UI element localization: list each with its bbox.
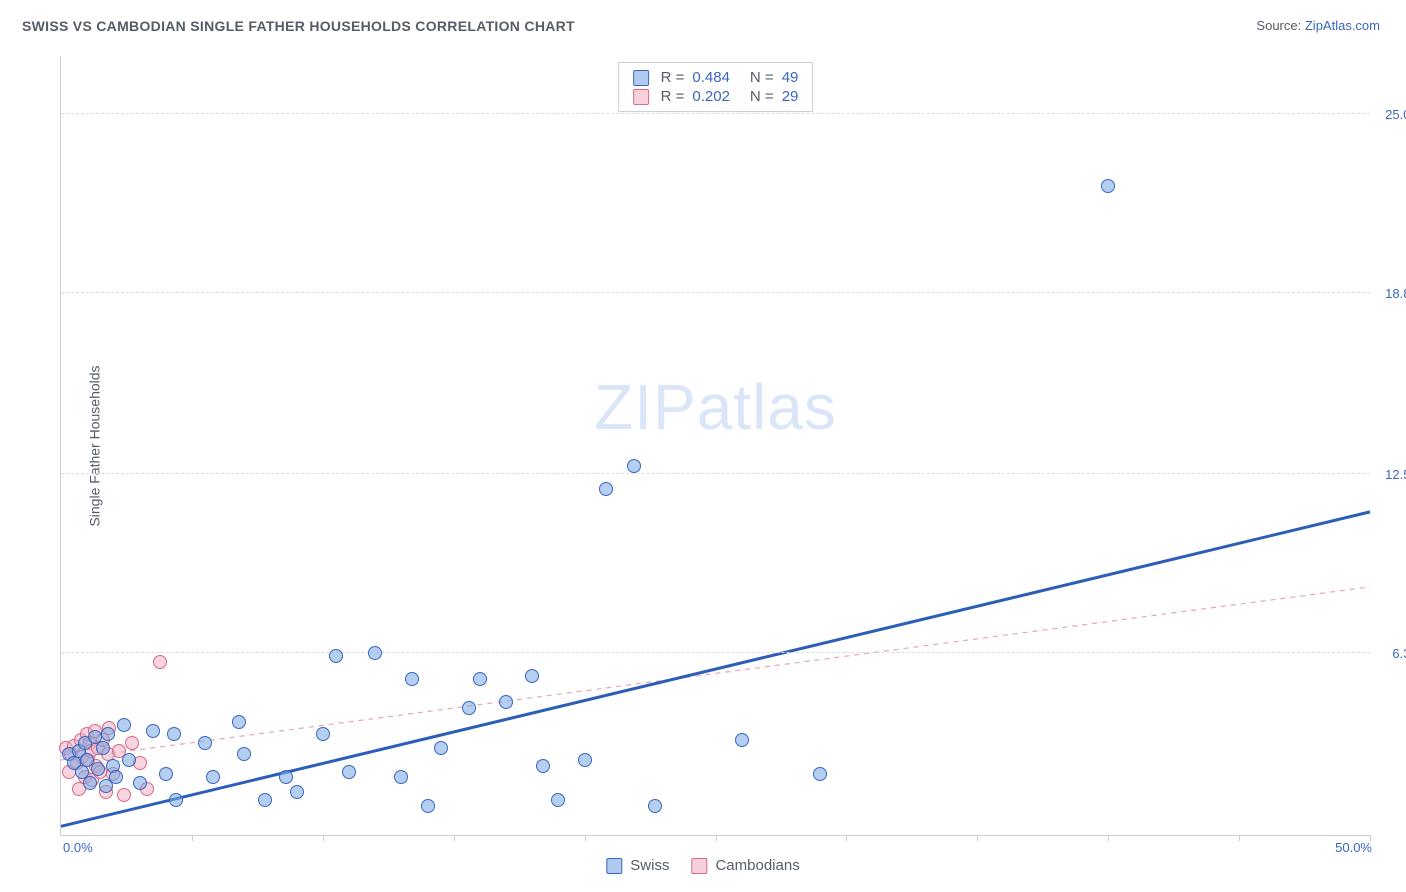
swatch-blue-icon [633,70,649,86]
data-point-swiss[interactable] [258,793,272,807]
x-max-label: 50.0% [1335,840,1372,855]
swatch-blue-icon [606,858,622,874]
data-point-swiss[interactable] [133,776,147,790]
data-point-cambodians[interactable] [153,655,167,669]
gridline-vertical [1239,835,1240,841]
swiss-r-value: 0.484 [692,69,730,86]
data-point-swiss[interactable] [232,715,246,729]
r-label: R = [661,69,685,86]
r-label: R = [661,88,685,105]
data-point-swiss[interactable] [279,770,293,784]
data-point-swiss[interactable] [368,646,382,660]
swatch-pink-icon [633,89,649,105]
gridline-vertical [1108,835,1109,841]
legend-label-swiss: Swiss [630,857,669,874]
data-point-swiss[interactable] [473,672,487,686]
data-point-swiss[interactable] [1101,179,1115,193]
data-point-swiss[interactable] [329,649,343,663]
data-point-swiss[interactable] [813,767,827,781]
data-point-swiss[interactable] [578,753,592,767]
y-tick-label: 25.0% [1385,107,1406,122]
source-label: Source: [1256,18,1301,33]
swatch-pink-icon [691,858,707,874]
data-point-swiss[interactable] [405,672,419,686]
chart-title: SWISS VS CAMBODIAN SINGLE FATHER HOUSEHO… [22,18,1384,34]
legend-item-cambodians: Cambodians [691,857,799,874]
data-point-swiss[interactable] [551,793,565,807]
data-point-swiss[interactable] [627,459,641,473]
data-point-swiss[interactable] [206,770,220,784]
data-point-swiss[interactable] [394,770,408,784]
data-point-swiss[interactable] [122,753,136,767]
data-point-swiss[interactable] [198,736,212,750]
x-min-label: 0.0% [63,840,93,855]
regression-line-swiss [61,512,1370,826]
chart-container: SWISS VS CAMBODIAN SINGLE FATHER HOUSEHO… [0,0,1406,892]
y-tick-label: 6.3% [1392,646,1406,661]
data-point-swiss[interactable] [159,767,173,781]
data-point-swiss[interactable] [462,701,476,715]
gridline-vertical [846,835,847,841]
source-attribution: Source: ZipAtlas.com [1256,18,1380,33]
data-point-swiss[interactable] [499,695,513,709]
data-point-swiss[interactable] [599,482,613,496]
regression-lines-layer [61,56,1370,835]
gridline-horizontal [61,473,1370,474]
legend-label-cambodians: Cambodians [715,857,799,874]
data-point-swiss[interactable] [169,793,183,807]
legend-item-swiss: Swiss [606,857,669,874]
data-point-swiss[interactable] [109,770,123,784]
stats-row-swiss: R = 0.484 N = 49 [633,69,799,86]
y-tick-label: 18.8% [1385,286,1406,301]
gridline-horizontal [61,652,1370,653]
data-point-swiss[interactable] [237,747,251,761]
data-point-swiss[interactable] [290,785,304,799]
cambodians-n-value: 29 [782,88,799,105]
swiss-n-value: 49 [782,69,799,86]
data-point-swiss[interactable] [316,727,330,741]
data-point-cambodians[interactable] [125,736,139,750]
plot-area: ZIPatlas R = 0.484 N = 49 R = 0.202 N = … [60,56,1370,836]
data-point-swiss[interactable] [434,741,448,755]
gridline-horizontal [61,292,1370,293]
data-point-swiss[interactable] [735,733,749,747]
source-link[interactable]: ZipAtlas.com [1305,18,1380,33]
n-label: N = [750,88,774,105]
gridline-vertical [192,835,193,841]
stats-row-cambodians: R = 0.202 N = 29 [633,88,799,105]
gridline-vertical [977,835,978,841]
gridline-vertical [454,835,455,841]
stats-legend: R = 0.484 N = 49 R = 0.202 N = 29 [618,62,814,112]
data-point-swiss[interactable] [167,727,181,741]
data-point-swiss[interactable] [101,727,115,741]
data-point-swiss[interactable] [525,669,539,683]
n-label: N = [750,69,774,86]
gridline-vertical [1370,835,1371,841]
gridline-vertical [716,835,717,841]
gridline-vertical [585,835,586,841]
data-point-swiss[interactable] [91,762,105,776]
data-point-swiss[interactable] [421,799,435,813]
data-point-swiss[interactable] [83,776,97,790]
data-point-swiss[interactable] [536,759,550,773]
data-point-swiss[interactable] [117,718,131,732]
cambodians-r-value: 0.202 [692,88,730,105]
gridline-vertical [323,835,324,841]
data-point-swiss[interactable] [648,799,662,813]
data-point-swiss[interactable] [342,765,356,779]
regression-line-cambodians [61,587,1370,760]
data-point-cambodians[interactable] [117,788,131,802]
gridline-horizontal [61,113,1370,114]
data-point-swiss[interactable] [96,741,110,755]
data-point-swiss[interactable] [146,724,160,738]
y-tick-label: 12.5% [1385,467,1406,482]
series-legend: Swiss Cambodians [606,857,799,874]
